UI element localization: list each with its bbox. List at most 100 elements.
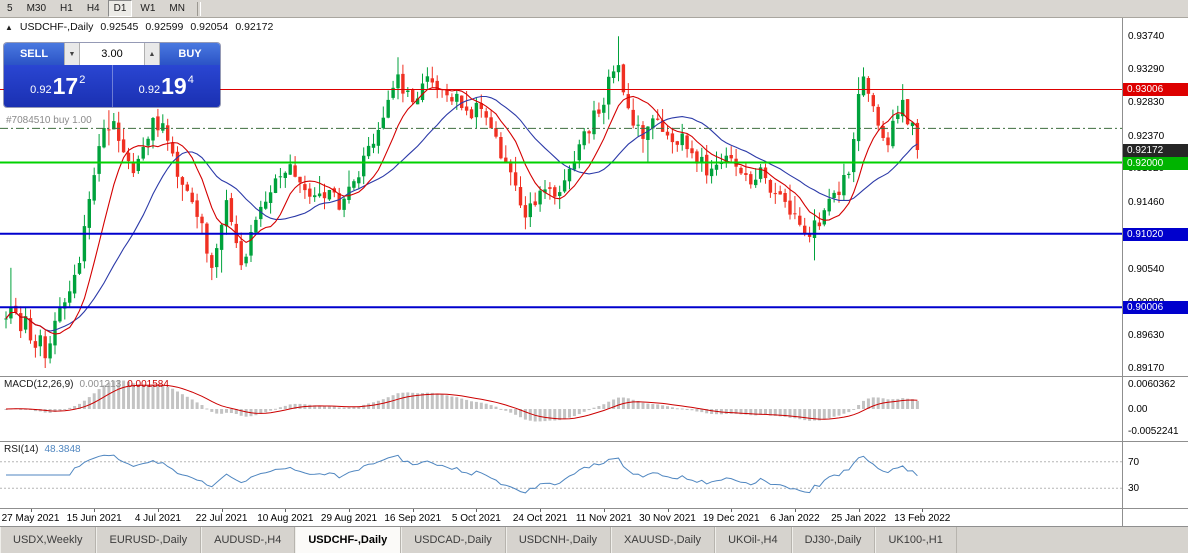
buy-price-big: 19 bbox=[161, 72, 187, 99]
macd-axis-label: -0.0052241 bbox=[1128, 425, 1179, 437]
timeframe-button-h1[interactable]: H1 bbox=[60, 3, 73, 14]
price-badge: 0.93006 bbox=[1123, 83, 1188, 97]
chart-tab-bar: USDX,Weekly EURUSD-,Daily AUDUSD-,H4 USDCHF… bbox=[0, 526, 1188, 553]
date-axis-label: 29 Aug 2021 bbox=[320, 513, 378, 524]
date-tick bbox=[94, 509, 96, 512]
date-tick bbox=[731, 509, 733, 512]
date-tick bbox=[922, 509, 924, 512]
open-order-label[interactable]: #7084510 buy 1.00 bbox=[6, 115, 92, 127]
price-axis-label: 0.91460 bbox=[1128, 196, 1165, 208]
chart-tab-eurusd-daily[interactable]: EURUSD-,Daily bbox=[96, 527, 202, 553]
macd-canvas[interactable] bbox=[0, 377, 1122, 441]
date-tick bbox=[221, 509, 223, 512]
macd-axis-label: 0.0060362 bbox=[1128, 378, 1176, 390]
date-tick bbox=[794, 509, 796, 512]
timeframe-button-w1[interactable]: W1 bbox=[140, 3, 156, 14]
price-axis-label: 0.89170 bbox=[1128, 363, 1165, 374]
rsi-canvas[interactable] bbox=[0, 442, 1122, 508]
sell-button[interactable]: SELL bbox=[4, 43, 64, 65]
date-tick bbox=[603, 509, 605, 512]
volume-input[interactable]: 3.00 bbox=[80, 43, 144, 65]
rsi-name: RSI(14) bbox=[4, 444, 39, 455]
pane-separator[interactable] bbox=[0, 441, 1188, 442]
chart-tab-dj30-daily[interactable]: DJ30-,Daily bbox=[792, 527, 876, 553]
rsi-axis-label: 70 bbox=[1128, 456, 1140, 468]
chart-header: ▲ USDCHF-,Daily 0.92545 0.92599 0.92054 … bbox=[5, 21, 273, 33]
buy-button[interactable]: BUY bbox=[160, 43, 220, 65]
date-axis-label: 25 Jan 2022 bbox=[831, 513, 887, 524]
chart-plot-area[interactable]: ▲ USDCHF-,Daily 0.92545 0.92599 0.92054 … bbox=[0, 18, 1122, 526]
date-axis-label: 16 Sep 2021 bbox=[384, 513, 442, 524]
buy-price-display[interactable]: 0.92 19 4 bbox=[111, 65, 220, 107]
date-axis-label: 4 Jul 2021 bbox=[134, 513, 181, 524]
date-axis-label: 30 Nov 2021 bbox=[639, 513, 696, 524]
date-axis-label: 15 Jun 2021 bbox=[66, 513, 122, 524]
chart-tab-uk100-h1[interactable]: UK100-,H1 bbox=[875, 527, 957, 553]
volume-down-button[interactable]: ▼ bbox=[64, 43, 80, 65]
macd-main-value: 0.001213 bbox=[79, 379, 122, 390]
timeframe-button-mn[interactable]: MN bbox=[169, 3, 185, 14]
date-axis-label: 24 Oct 2021 bbox=[512, 513, 568, 524]
pane-separator[interactable] bbox=[0, 508, 1188, 509]
date-axis-label: 27 May 2021 bbox=[1, 513, 60, 524]
price-axis-label: 0.89630 bbox=[1128, 329, 1165, 341]
date-axis-label: 13 Feb 2022 bbox=[894, 513, 951, 524]
rsi-indicator-label: RSI(14) 48.3848 bbox=[4, 444, 81, 455]
sell-price-display[interactable]: 0.92 17 2 bbox=[4, 65, 112, 107]
toolbar-separator bbox=[196, 1, 201, 16]
date-tick bbox=[540, 509, 542, 512]
sell-price-sup: 2 bbox=[79, 74, 86, 86]
time-axis[interactable]: 27 May 2021 15 Jun 2021 4 Jul 2021 22 Jul 2… bbox=[0, 509, 1122, 526]
rsi-axis-label: 30 bbox=[1128, 483, 1140, 495]
price-chart-canvas[interactable] bbox=[0, 18, 1122, 376]
date-tick bbox=[476, 509, 478, 512]
timeframe-button-h4[interactable]: H4 bbox=[86, 3, 100, 14]
date-tick bbox=[858, 509, 860, 512]
volume-up-button[interactable]: ▲ bbox=[144, 43, 160, 65]
timeframe-button-d1[interactable]: D1 bbox=[107, 0, 133, 17]
chart-tab-usdcnh-daily[interactable]: USDCNH-,Daily bbox=[506, 527, 612, 553]
macd-name: MACD(12,26,9) bbox=[4, 379, 74, 390]
sell-price-prefix: 0.92 bbox=[30, 84, 52, 96]
chart-tab-usdchf-daily[interactable]: USDCHF-,Daily bbox=[295, 527, 402, 553]
chart-window: ▲ USDCHF-,Daily 0.92545 0.92599 0.92054 … bbox=[0, 18, 1188, 526]
one-click-trade-panel: SELL ▼ 3.00 ▲ BUY 0.92 17 2 0.92 19 4 bbox=[4, 43, 220, 107]
date-axis-label: 10 Aug 2021 bbox=[257, 513, 314, 524]
date-axis-label: 22 Jul 2021 bbox=[195, 513, 248, 524]
ohlc-close: 0.92172 bbox=[235, 21, 274, 33]
price-badge: 0.92172 bbox=[1123, 144, 1188, 158]
pane-separator[interactable] bbox=[0, 376, 1188, 377]
macd-indicator-label: MACD(12,26,9) 0.001213 0.001584 bbox=[4, 379, 169, 390]
date-tick bbox=[285, 509, 287, 512]
timeframe-toolbar: 5 M30 H1 H4 D1 W1 MN bbox=[0, 0, 1188, 18]
chart-tab-usdx-weekly[interactable]: USDX,Weekly bbox=[0, 527, 97, 553]
date-tick bbox=[157, 509, 159, 512]
chart-tab-usdcad-daily[interactable]: USDCAD-,Daily bbox=[401, 527, 506, 553]
price-axis-label: 0.92370 bbox=[1128, 130, 1165, 142]
price-badge: 0.92000 bbox=[1123, 156, 1188, 170]
chart-tab-audusd-h4[interactable]: AUDUSD-,H4 bbox=[201, 527, 296, 553]
buy-price-sup: 4 bbox=[187, 74, 194, 86]
ohlc-low: 0.92054 bbox=[190, 21, 229, 33]
price-axis[interactable]: 0.937400.932900.928300.923700.919200.914… bbox=[1122, 18, 1188, 526]
macd-signal-value: 0.001584 bbox=[127, 379, 169, 390]
price-badge: 0.90006 bbox=[1123, 301, 1188, 315]
timeframe-button-m30[interactable]: M30 bbox=[26, 3, 47, 14]
chart-tab-xauusd-daily[interactable]: XAUUSD-,Daily bbox=[611, 527, 716, 553]
date-axis-label: 6 Jan 2022 bbox=[770, 513, 820, 524]
date-axis-label: 11 Nov 2021 bbox=[575, 513, 632, 524]
price-badge: 0.91020 bbox=[1123, 227, 1188, 241]
chart-tab-ukoil-h4[interactable]: UKOil-,H4 bbox=[715, 527, 792, 553]
ohlc-high: 0.92599 bbox=[145, 21, 184, 33]
price-axis-label: 0.93290 bbox=[1128, 63, 1165, 75]
date-tick bbox=[412, 509, 414, 512]
date-tick bbox=[349, 509, 350, 512]
price-axis-label: 0.92830 bbox=[1128, 97, 1165, 109]
date-tick bbox=[667, 509, 669, 512]
timeframe-button-5[interactable]: 5 bbox=[7, 3, 13, 14]
rsi-value: 48.3848 bbox=[44, 444, 81, 455]
price-axis-label: 0.93740 bbox=[1128, 31, 1165, 43]
one-click-toggle-icon[interactable]: ▲ bbox=[5, 22, 13, 32]
buy-price-prefix: 0.92 bbox=[138, 84, 161, 96]
symbol-label: USDCHF-,Daily bbox=[19, 21, 94, 33]
